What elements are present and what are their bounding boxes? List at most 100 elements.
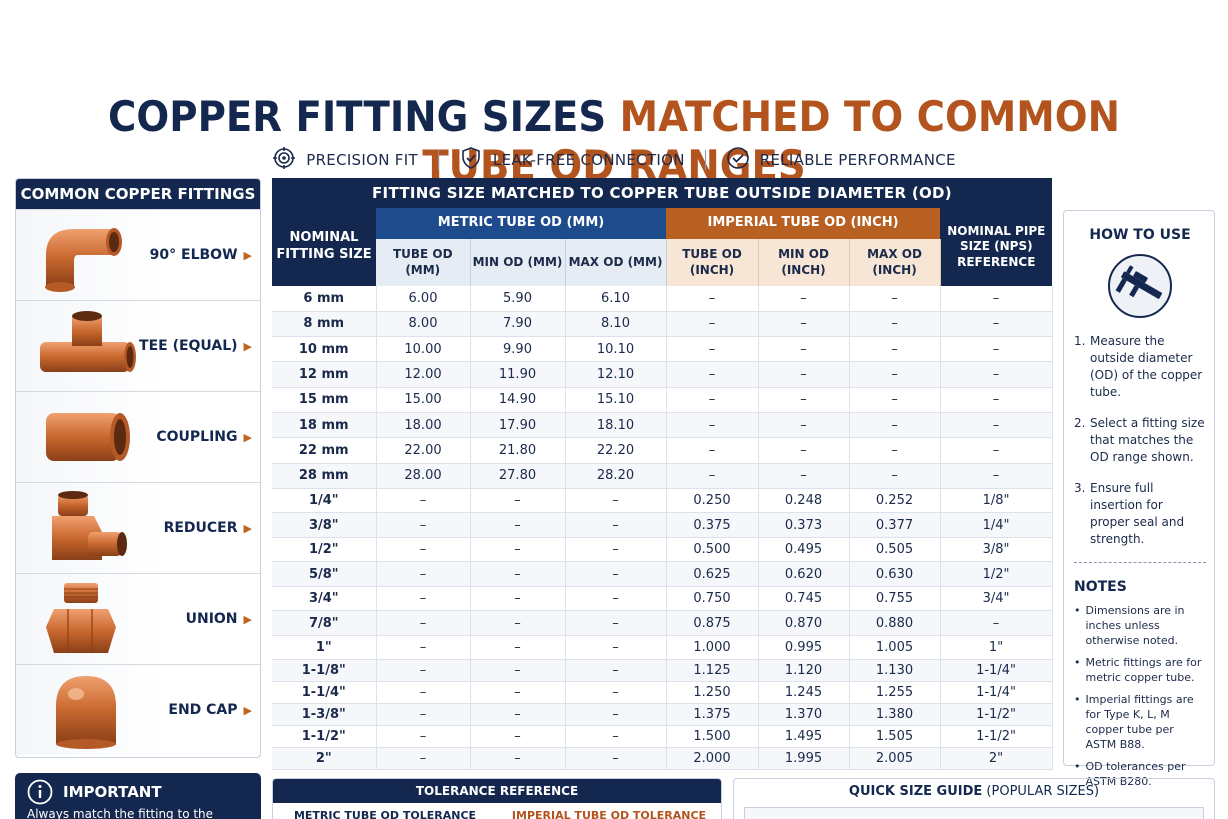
table-cell: –: [376, 586, 471, 612]
table-cell: –: [470, 635, 566, 661]
nominal-size-cell: 1/2": [272, 537, 377, 563]
table-cell: 1.005: [849, 635, 941, 661]
table-cell: 1.130: [849, 659, 941, 683]
table-cell: 1": [940, 635, 1053, 661]
table-cell: 0.750: [666, 586, 759, 612]
table-cell: –: [565, 586, 667, 612]
table-cell: –: [666, 412, 759, 439]
table-cell: 1.255: [849, 681, 941, 705]
nominal-size-cell: 1-1/2": [272, 725, 377, 749]
table-cell: –: [376, 488, 471, 514]
quick-guide-heading: QUICK SIZE GUIDE: [848, 784, 983, 799]
table-row: 3/8" – – –0.375 0.373 0.377 1/4": [272, 512, 1053, 538]
fitting-row-union: UNION ▶: [16, 573, 260, 664]
chevron-right-icon: ▶: [243, 703, 252, 717]
table-cell: –: [758, 412, 850, 439]
chevron-right-icon: ▶: [243, 521, 252, 535]
table-cell: –: [376, 747, 471, 771]
table-cell: –: [666, 387, 759, 413]
table-cell: 10.00: [376, 336, 471, 363]
coupling-fitting-icon: [46, 413, 130, 461]
note-item: • Metric fittings are for metric copper t…: [1074, 656, 1202, 684]
feature-precision: PRECISION FIT: [252, 146, 438, 174]
table-cell: 8.10: [565, 311, 667, 338]
table-row: 28 mm 28.00 27.80 28.20– – – –: [272, 463, 1053, 489]
table-cell: 0.745: [758, 586, 850, 612]
table-cell: –: [565, 635, 667, 661]
feature-label: PRECISION FIT: [306, 151, 418, 169]
table-cell: 0.880: [849, 610, 941, 636]
table-row: 7/8" – – –0.875 0.870 0.880–: [272, 610, 1053, 636]
table-cell: –: [376, 537, 471, 563]
table-cell: 1.380: [849, 703, 941, 727]
step-3: 3. Ensure full insertion for proper seal …: [1074, 481, 1185, 546]
table-cell: –: [470, 586, 566, 612]
chevron-right-icon: ▶: [243, 430, 252, 444]
table-cell: 1-1/4": [940, 681, 1053, 705]
table-cell: –: [565, 725, 667, 749]
table-cell: 1.370: [758, 703, 850, 727]
table-cell: –: [940, 336, 1053, 363]
table-cell: 27.80: [470, 463, 566, 489]
fitting-row-reducer: REDUCER ▶: [16, 482, 260, 573]
page-title: COPPER FITTING SIZES MATCHED TO COMMON T…: [49, 92, 1179, 190]
table-cell: –: [940, 610, 1053, 636]
end-cap-fitting-icon: [56, 676, 116, 749]
table-cell: 1.120: [758, 659, 850, 683]
table-row: 1-1/4" – – –1.250 1.245 1.255 1-1/4": [272, 681, 1053, 705]
table-cell: 0.377: [849, 512, 941, 538]
nominal-size-cell: 6 mm: [272, 286, 377, 312]
table-row: 1" – – –1.000 0.995 1.005 1": [272, 635, 1053, 661]
table-cell: 1.000: [666, 635, 759, 661]
feature-label: LEAK-FREE CONNECTION: [492, 151, 685, 169]
fitting-label: REDUCER: [163, 520, 238, 536]
table-cell: 3/4": [940, 586, 1053, 612]
table-cell: 22.20: [565, 437, 667, 464]
check-circle-icon: [726, 146, 750, 174]
table-cell: –: [376, 635, 471, 661]
table-cell: 0.375: [666, 512, 759, 538]
table-row: 1-3/8" – – –1.375 1.370 1.380 1-1/2": [272, 703, 1053, 727]
nominal-size-cell: 2": [272, 747, 377, 771]
nominal-size-cell: 7/8": [272, 610, 377, 636]
table-body: 6 mm 6.00 5.90 6.10– – – –8 mm 8.00 7.90 8.10– – – –…: [272, 286, 1053, 771]
table-cell: 15.00: [376, 387, 471, 413]
table-cell: –: [666, 361, 759, 388]
feature-leak-free: LEAK-FREE CONNECTION: [439, 146, 705, 174]
table-cell: –: [376, 703, 471, 727]
size-table: NOMINAL FITTING SIZE METRIC TUBE OD (MM)…: [272, 208, 1053, 771]
table-cell: 0.500: [666, 537, 759, 563]
divider: [704, 150, 706, 170]
table-cell: –: [940, 361, 1053, 388]
table-cell: –: [940, 437, 1053, 464]
table-cell: –: [940, 412, 1053, 439]
note-item: • Imperial fittings are for Type K, L, M …: [1074, 693, 1194, 751]
table-row: 12 mm 12.00 11.90 12.10– – – –: [272, 361, 1053, 388]
table-cell: 1/2": [940, 561, 1053, 587]
table-cell: –: [565, 561, 667, 587]
table-cell: –: [849, 336, 941, 363]
table-cell: –: [470, 488, 566, 514]
table-cell: 17.90: [470, 412, 566, 439]
metric-subheader: MAX OD (MM): [565, 239, 667, 286]
table-cell: 1/4": [940, 512, 1053, 538]
table-cell: –: [666, 463, 759, 489]
note-item: • Dimensions are in inches unless otherwi…: [1074, 604, 1185, 647]
table-cell: 8.00: [376, 311, 471, 338]
table-cell: 22.00: [376, 437, 471, 464]
table-cell: –: [470, 747, 566, 771]
table-row: 1-1/2" – – –1.500 1.495 1.505 1-1/2": [272, 725, 1053, 749]
tolerance-box: TOLERANCE REFERENCE METRIC TUBE OD TOLER…: [272, 778, 722, 819]
table-row: 8 mm 8.00 7.90 8.10– – – –: [272, 311, 1053, 338]
table-cell: 2.005: [849, 747, 941, 771]
table-cell: 0.995: [758, 635, 850, 661]
table-cell: 6.10: [565, 286, 667, 312]
table-cell: 1.125: [666, 659, 759, 683]
union-fitting-icon: [46, 583, 116, 653]
table-cell: –: [758, 387, 850, 413]
fitting-row-end-cap: END CAP ▶: [16, 664, 260, 755]
table-cell: 3/8": [940, 537, 1053, 563]
quick-guide-suffix: (POPULAR SIZES): [986, 784, 1100, 799]
table-cell: 0.625: [666, 561, 759, 587]
table-cell: –: [758, 437, 850, 464]
